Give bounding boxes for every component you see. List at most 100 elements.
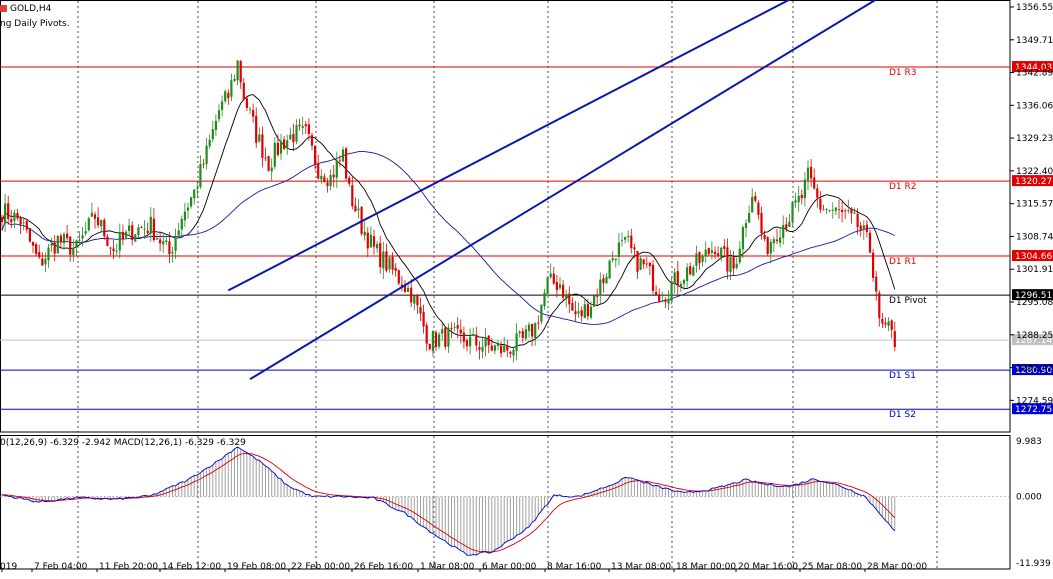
candle-body <box>496 343 500 346</box>
candle-body <box>881 319 884 324</box>
candle-body <box>351 185 354 207</box>
candle-body <box>128 225 131 231</box>
candle-body <box>397 270 400 284</box>
candle-body <box>124 231 128 238</box>
candle-body <box>292 134 295 143</box>
candle-body <box>304 124 307 127</box>
candle-body <box>785 224 788 229</box>
candle-body <box>757 202 760 215</box>
price-axis-label: 1349.71 <box>1016 36 1053 46</box>
candle-body <box>673 272 676 284</box>
candle-body <box>301 125 304 128</box>
candle-body <box>338 159 341 161</box>
candle-body <box>453 326 456 328</box>
candle-body <box>177 230 180 236</box>
candle-body <box>624 237 627 240</box>
candle-body <box>475 334 478 346</box>
indicator-label: ng Daily Pivots. <box>0 19 70 29</box>
pivot-price-label: 1280.90 <box>1015 366 1052 376</box>
macd-axis-label: 9.983 <box>1016 437 1042 447</box>
candle-body <box>118 233 121 251</box>
candle-body <box>565 294 568 299</box>
candle-body <box>196 188 199 189</box>
candle-body <box>487 335 490 346</box>
candle-body <box>41 258 44 266</box>
symbol-text: GOLD,H4 <box>10 4 52 14</box>
candle-body <box>704 249 707 256</box>
candle-body <box>738 248 741 263</box>
current-price-box <box>1012 334 1053 346</box>
pivot-lines: D1 R3 1344.03 D1 R2 1320.27 D1 R1 1304.66 D1 P… <box>0 61 1053 420</box>
candle-body <box>90 212 93 217</box>
candle-body <box>270 167 273 172</box>
candle-body <box>862 225 865 230</box>
candle-body <box>81 235 84 239</box>
candle-body <box>574 311 577 315</box>
candle-body <box>376 244 379 249</box>
candle-body <box>115 250 118 252</box>
candle-body <box>208 139 211 147</box>
candle-body <box>258 134 261 142</box>
candle-body <box>763 235 766 239</box>
time-axis-label: 28 Mar 00:00 <box>867 562 927 572</box>
time-axis-label: 26 Feb 16:00 <box>354 562 413 572</box>
candle-body <box>345 148 348 179</box>
candle-body <box>283 139 286 150</box>
candle-body <box>620 240 624 242</box>
candle-body <box>22 222 25 224</box>
candle-body <box>540 304 543 322</box>
candle-body <box>555 281 558 290</box>
candle-body <box>543 292 546 307</box>
macd-panel <box>0 446 1010 556</box>
price-axis-label: 1281.42 <box>1016 364 1053 374</box>
candle-body <box>190 197 193 207</box>
price-axis-label: 1308.74 <box>1016 232 1053 242</box>
time-axis-label: 11 Feb 20:00 <box>99 562 158 572</box>
time-axis-label: 18 Mar 00:00 <box>676 562 736 572</box>
candle-body <box>679 283 682 287</box>
candle-body <box>53 242 56 254</box>
candle-body <box>524 329 527 339</box>
candle-body <box>605 276 608 284</box>
candle-body <box>527 324 531 332</box>
candle-body <box>651 264 655 291</box>
pivot-price-box <box>1012 61 1053 73</box>
candle-body <box>741 226 744 250</box>
candle-body <box>242 82 245 100</box>
candle-body <box>593 295 596 307</box>
candle-body <box>224 91 227 102</box>
candle-body <box>87 218 90 231</box>
candle-body <box>500 345 503 354</box>
candle-body <box>611 258 614 261</box>
candle-body <box>100 219 103 227</box>
candle-body <box>298 124 301 127</box>
candle-body <box>183 211 186 221</box>
candle-body <box>7 203 10 219</box>
candle-body <box>84 231 87 234</box>
candle-body <box>853 212 856 214</box>
candle-body <box>806 167 810 181</box>
candle-body <box>531 323 534 337</box>
candle-body <box>723 246 726 249</box>
candle-body <box>506 345 509 351</box>
price-axis-label: 1288.25 <box>1016 331 1053 341</box>
candle-body <box>10 219 13 223</box>
time-axis-label: 019 <box>0 562 17 572</box>
candle-body <box>152 218 155 241</box>
candle-body <box>797 195 800 203</box>
candle-body <box>710 250 713 253</box>
candle-body <box>837 209 841 211</box>
candle-body <box>552 273 555 284</box>
candle-body <box>410 287 413 303</box>
candle-body <box>379 243 382 268</box>
candle-body <box>775 239 779 242</box>
candle-body <box>834 207 837 211</box>
candle-body <box>407 287 410 292</box>
candle-body <box>825 208 828 210</box>
candle-body <box>434 332 438 348</box>
candle-body <box>78 239 81 241</box>
candle-body <box>75 240 78 247</box>
candle-body <box>341 149 345 162</box>
